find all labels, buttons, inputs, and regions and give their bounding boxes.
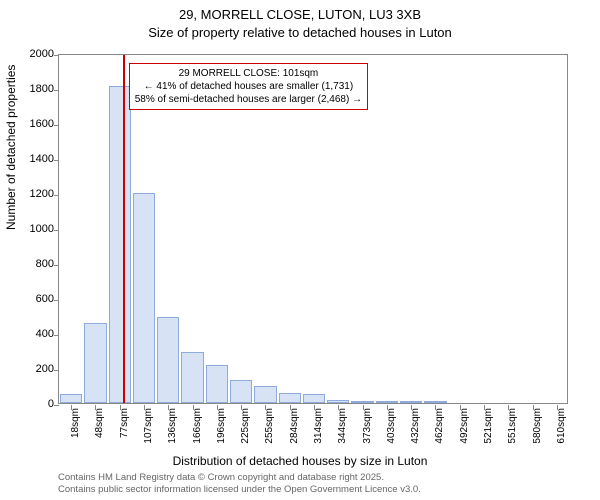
histogram-bar — [254, 386, 276, 404]
ytick-label: 800 — [14, 258, 54, 270]
xtick-label: 136sqm — [167, 408, 178, 448]
credits-line1: Contains HM Land Registry data © Crown c… — [58, 472, 578, 484]
xtick-label: 107sqm — [143, 408, 154, 448]
ytick-mark — [54, 405, 59, 406]
histogram-bar — [109, 86, 131, 403]
ytick-label: 1800 — [14, 83, 54, 95]
histogram-bar — [424, 401, 446, 403]
xtick-label: 284sqm — [289, 408, 300, 448]
ytick-label: 200 — [14, 363, 54, 375]
xtick-label: 314sqm — [313, 408, 324, 448]
x-axis-label: Distribution of detached houses by size … — [0, 454, 600, 468]
ytick-label: 1200 — [14, 188, 54, 200]
ytick-label: 2000 — [14, 48, 54, 60]
ytick-mark — [54, 195, 59, 196]
histogram-bar — [206, 365, 228, 404]
chart-title-line1: 29, MORRELL CLOSE, LUTON, LU3 3XB — [0, 6, 600, 24]
xtick-label: 225sqm — [240, 408, 251, 448]
ytick-label: 600 — [14, 293, 54, 305]
histogram-bar — [303, 394, 325, 403]
plot-area: 29 MORRELL CLOSE: 101sqm← 41% of detache… — [58, 54, 568, 404]
ytick-mark — [54, 265, 59, 266]
xtick-label: 255sqm — [264, 408, 275, 448]
histogram-bar — [327, 400, 349, 404]
credits-line2: Contains public sector information licen… — [58, 484, 578, 496]
xtick-label: 403sqm — [386, 408, 397, 448]
ytick-mark — [54, 300, 59, 301]
property-marker-line — [123, 55, 125, 403]
xtick-label: 521sqm — [483, 408, 494, 448]
ytick-mark — [54, 230, 59, 231]
histogram-bar — [84, 323, 106, 404]
xtick-label: 77sqm — [119, 408, 130, 448]
xtick-label: 580sqm — [532, 408, 543, 448]
histogram-bar — [279, 393, 301, 404]
ytick-mark — [54, 335, 59, 336]
ytick-label: 1600 — [14, 118, 54, 130]
ytick-label: 1400 — [14, 153, 54, 165]
histogram-chart: 29, MORRELL CLOSE, LUTON, LU3 3XB Size o… — [0, 0, 600, 500]
histogram-bar — [351, 401, 373, 403]
xtick-label: 18sqm — [70, 408, 81, 448]
ytick-label: 400 — [14, 328, 54, 340]
chart-credits: Contains HM Land Registry data © Crown c… — [58, 472, 578, 496]
xtick-label: 344sqm — [337, 408, 348, 448]
xtick-label: 432sqm — [410, 408, 421, 448]
chart-title-line2: Size of property relative to detached ho… — [0, 24, 600, 42]
xtick-label: 166sqm — [192, 408, 203, 448]
xtick-label: 462sqm — [434, 408, 445, 448]
xtick-label: 48sqm — [94, 408, 105, 448]
ytick-label: 1000 — [14, 223, 54, 235]
ytick-mark — [54, 160, 59, 161]
annotation-line: 29 MORRELL CLOSE: 101sqm — [135, 67, 362, 80]
histogram-bar — [157, 317, 179, 403]
annotation-line: ← 41% of detached houses are smaller (1,… — [135, 80, 362, 93]
ytick-label: 0 — [14, 398, 54, 410]
xtick-label: 492sqm — [459, 408, 470, 448]
histogram-bar — [133, 193, 155, 403]
histogram-bar — [230, 380, 252, 403]
chart-title-block: 29, MORRELL CLOSE, LUTON, LU3 3XB Size o… — [0, 0, 600, 41]
ytick-mark — [54, 370, 59, 371]
ytick-mark — [54, 55, 59, 56]
annotation-box: 29 MORRELL CLOSE: 101sqm← 41% of detache… — [129, 63, 368, 110]
histogram-bar — [376, 401, 398, 403]
xtick-label: 610sqm — [556, 408, 567, 448]
xtick-label: 373sqm — [362, 408, 373, 448]
ytick-mark — [54, 90, 59, 91]
xtick-label: 551sqm — [507, 408, 518, 448]
ytick-mark — [54, 125, 59, 126]
histogram-bar — [60, 394, 82, 403]
histogram-bar — [181, 352, 203, 403]
histogram-bar — [400, 401, 422, 403]
annotation-line: 58% of semi-detached houses are larger (… — [135, 93, 362, 106]
xtick-label: 196sqm — [216, 408, 227, 448]
